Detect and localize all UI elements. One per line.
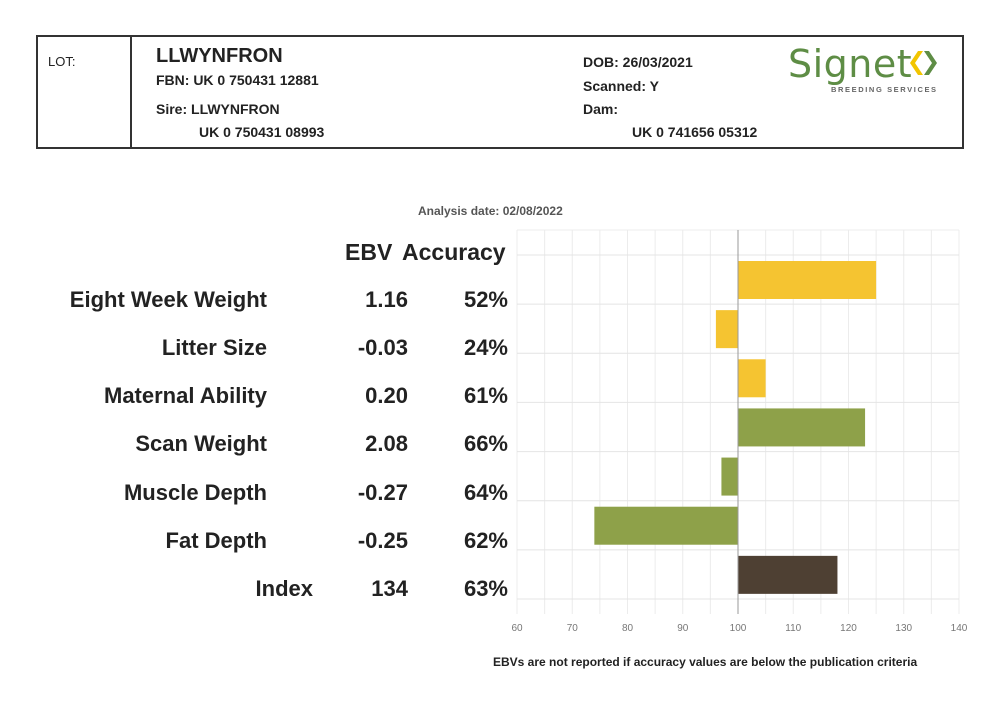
trait-accuracy: 64% (463, 480, 508, 505)
x-tick-label: 70 (567, 623, 579, 634)
logo-subtext: BREEDING SERVICES (831, 85, 938, 94)
x-tick-label: 80 (622, 623, 634, 634)
trait-name: Fat Depth (165, 528, 267, 553)
bar-eight-week-weight (738, 261, 877, 299)
bar-muscle-depth (721, 457, 738, 496)
date-of-birth: DOB: 26/03/2021 (583, 54, 693, 70)
trait-name: Maternal Ability (104, 383, 267, 408)
trait-ebv: -0.25 (357, 528, 408, 553)
x-tick-label: 120 (840, 623, 857, 634)
sire-id: UK 0 750431 08993 (199, 124, 325, 140)
animal-name: LLWYNFRON (156, 45, 283, 67)
lot-label: LOT: (48, 54, 76, 69)
bar-fat-depth (594, 506, 738, 545)
trait-accuracy: 61% (463, 383, 508, 408)
footnote: EBVs are not reported if accuracy values… (493, 655, 918, 669)
trait-accuracy: 52% (463, 287, 508, 312)
bar-maternal-ability (738, 359, 766, 398)
trait-name: Litter Size (161, 335, 267, 360)
bar-scan-weight (738, 408, 866, 447)
x-tick-label: 100 (730, 623, 747, 634)
bar-litter-size (715, 310, 738, 349)
scanned-status: Scanned: Y (583, 78, 659, 94)
header-box (36, 35, 964, 149)
header-divider (130, 35, 132, 149)
sire-name: Sire: LLWYNFRON (156, 101, 280, 117)
trait-ebv: -0.27 (357, 480, 408, 505)
signet-logo: Signet BREEDING SERVICES (788, 41, 948, 101)
bar-index (738, 555, 838, 594)
trait-accuracy: 66% (463, 431, 508, 456)
trait-ebv: 0.20 (365, 383, 408, 408)
x-tick-label: 90 (677, 623, 689, 634)
trait-accuracy: 24% (463, 335, 508, 360)
x-tick-label: 110 (785, 623, 801, 634)
trait-ebv: -0.03 (357, 335, 408, 360)
trait-name: Index (255, 576, 313, 601)
trait-name: Muscle Depth (123, 480, 267, 505)
x-tick-label: 60 (511, 623, 523, 634)
fbn-number: FBN: UK 0 750431 12881 (156, 72, 319, 88)
trait-ebv: 134 (371, 576, 408, 601)
trait-ebv: 1.16 (365, 287, 408, 312)
dam-id: UK 0 741656 05312 (632, 124, 758, 140)
accuracy-column-header: Accuracy (402, 239, 506, 265)
trait-accuracy: 63% (463, 576, 508, 601)
trait-name: Scan Weight (135, 431, 267, 456)
x-tick-label: 140 (951, 623, 968, 634)
logo-text: Signet (788, 42, 913, 86)
ebv-column-header: EBV (345, 239, 393, 265)
trait-accuracy: 62% (463, 528, 508, 553)
x-tick-label: 130 (895, 623, 912, 634)
dam-label: Dam: (583, 101, 619, 117)
trait-ebv: 2.08 (365, 431, 408, 456)
analysis-date: Analysis date: 02/08/2022 (418, 204, 563, 218)
chevron-logo-icon (910, 51, 937, 75)
trait-name: Eight Week Weight (69, 287, 267, 312)
